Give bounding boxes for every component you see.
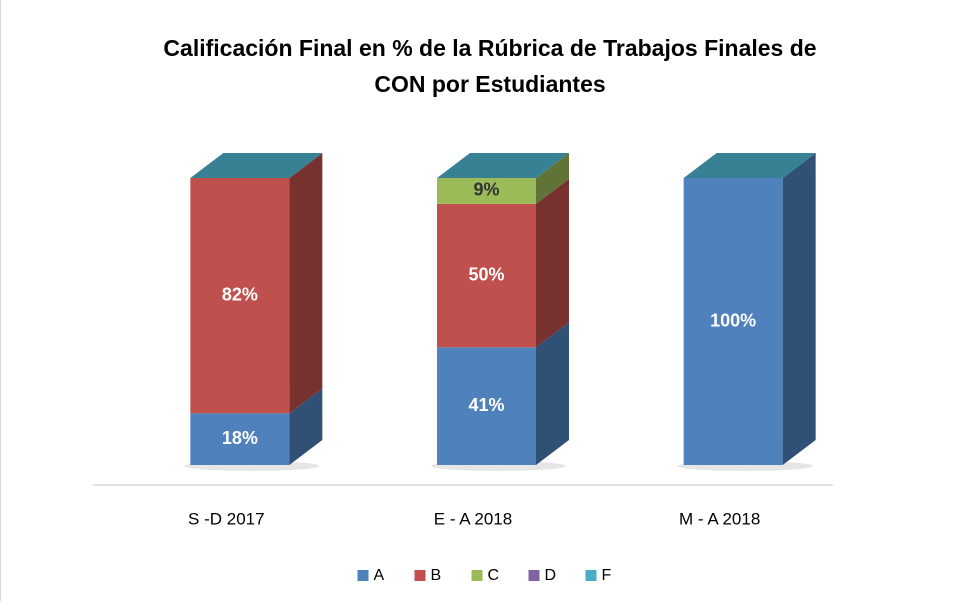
legend-swatch <box>471 570 483 581</box>
bar-top <box>683 153 816 178</box>
chart-title: Calificación Final en % de la Rúbrica de… <box>163 35 817 97</box>
legend-swatch <box>414 570 426 581</box>
bar-side <box>536 153 569 204</box>
value-label: 50% <box>468 264 504 284</box>
bar-side <box>289 388 323 465</box>
legend-label: A <box>374 567 385 584</box>
bar-front <box>437 347 536 465</box>
x-tick-label: M - A 2018 <box>679 509 760 528</box>
legend-label: B <box>431 567 442 584</box>
legend-swatch <box>528 570 540 581</box>
bar-side <box>536 178 569 348</box>
bar-front <box>437 203 536 348</box>
x-tick-label: S -D 2017 <box>188 509 265 528</box>
value-label: 82% <box>222 284 258 304</box>
legend-swatch <box>357 570 369 581</box>
legend-label: F <box>602 567 612 584</box>
bar-side <box>289 153 323 414</box>
bar-top <box>437 153 569 178</box>
bar-front <box>190 178 290 414</box>
bar-side <box>782 153 816 465</box>
value-label: 18% <box>222 428 258 448</box>
legend-swatch <box>585 570 597 581</box>
bar-front <box>437 178 536 204</box>
bar-front <box>683 178 783 465</box>
bar-front <box>190 413 290 465</box>
bar-top <box>190 153 323 178</box>
legend-label: C <box>488 567 500 584</box>
value-label: 100% <box>710 310 756 330</box>
legend-label: D <box>545 567 557 584</box>
value-label: 9% <box>473 180 499 200</box>
bar-side <box>536 322 569 465</box>
x-tick-label: E - A 2018 <box>434 509 512 528</box>
value-label: 41% <box>468 395 504 415</box>
